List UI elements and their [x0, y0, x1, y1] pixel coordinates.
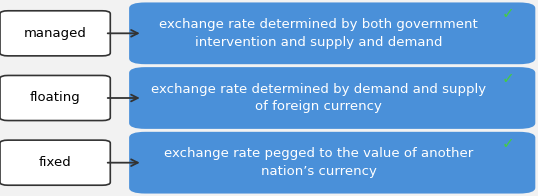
Text: exchange rate determined by demand and supply
of foreign currency: exchange rate determined by demand and s…: [151, 83, 486, 113]
Text: ✓: ✓: [502, 6, 515, 21]
Text: managed: managed: [24, 27, 87, 40]
Text: ✓: ✓: [502, 136, 515, 151]
Text: ✓: ✓: [502, 71, 515, 86]
Text: exchange rate determined by both government
intervention and supply and demand: exchange rate determined by both governm…: [159, 18, 478, 49]
FancyBboxPatch shape: [129, 67, 535, 129]
Text: fixed: fixed: [39, 156, 72, 169]
FancyBboxPatch shape: [0, 11, 110, 56]
FancyBboxPatch shape: [0, 75, 110, 121]
Text: exchange rate pegged to the value of another
nation’s currency: exchange rate pegged to the value of ano…: [164, 147, 473, 178]
FancyBboxPatch shape: [129, 3, 535, 64]
FancyBboxPatch shape: [129, 132, 535, 194]
FancyBboxPatch shape: [0, 140, 110, 185]
Text: floating: floating: [30, 92, 81, 104]
